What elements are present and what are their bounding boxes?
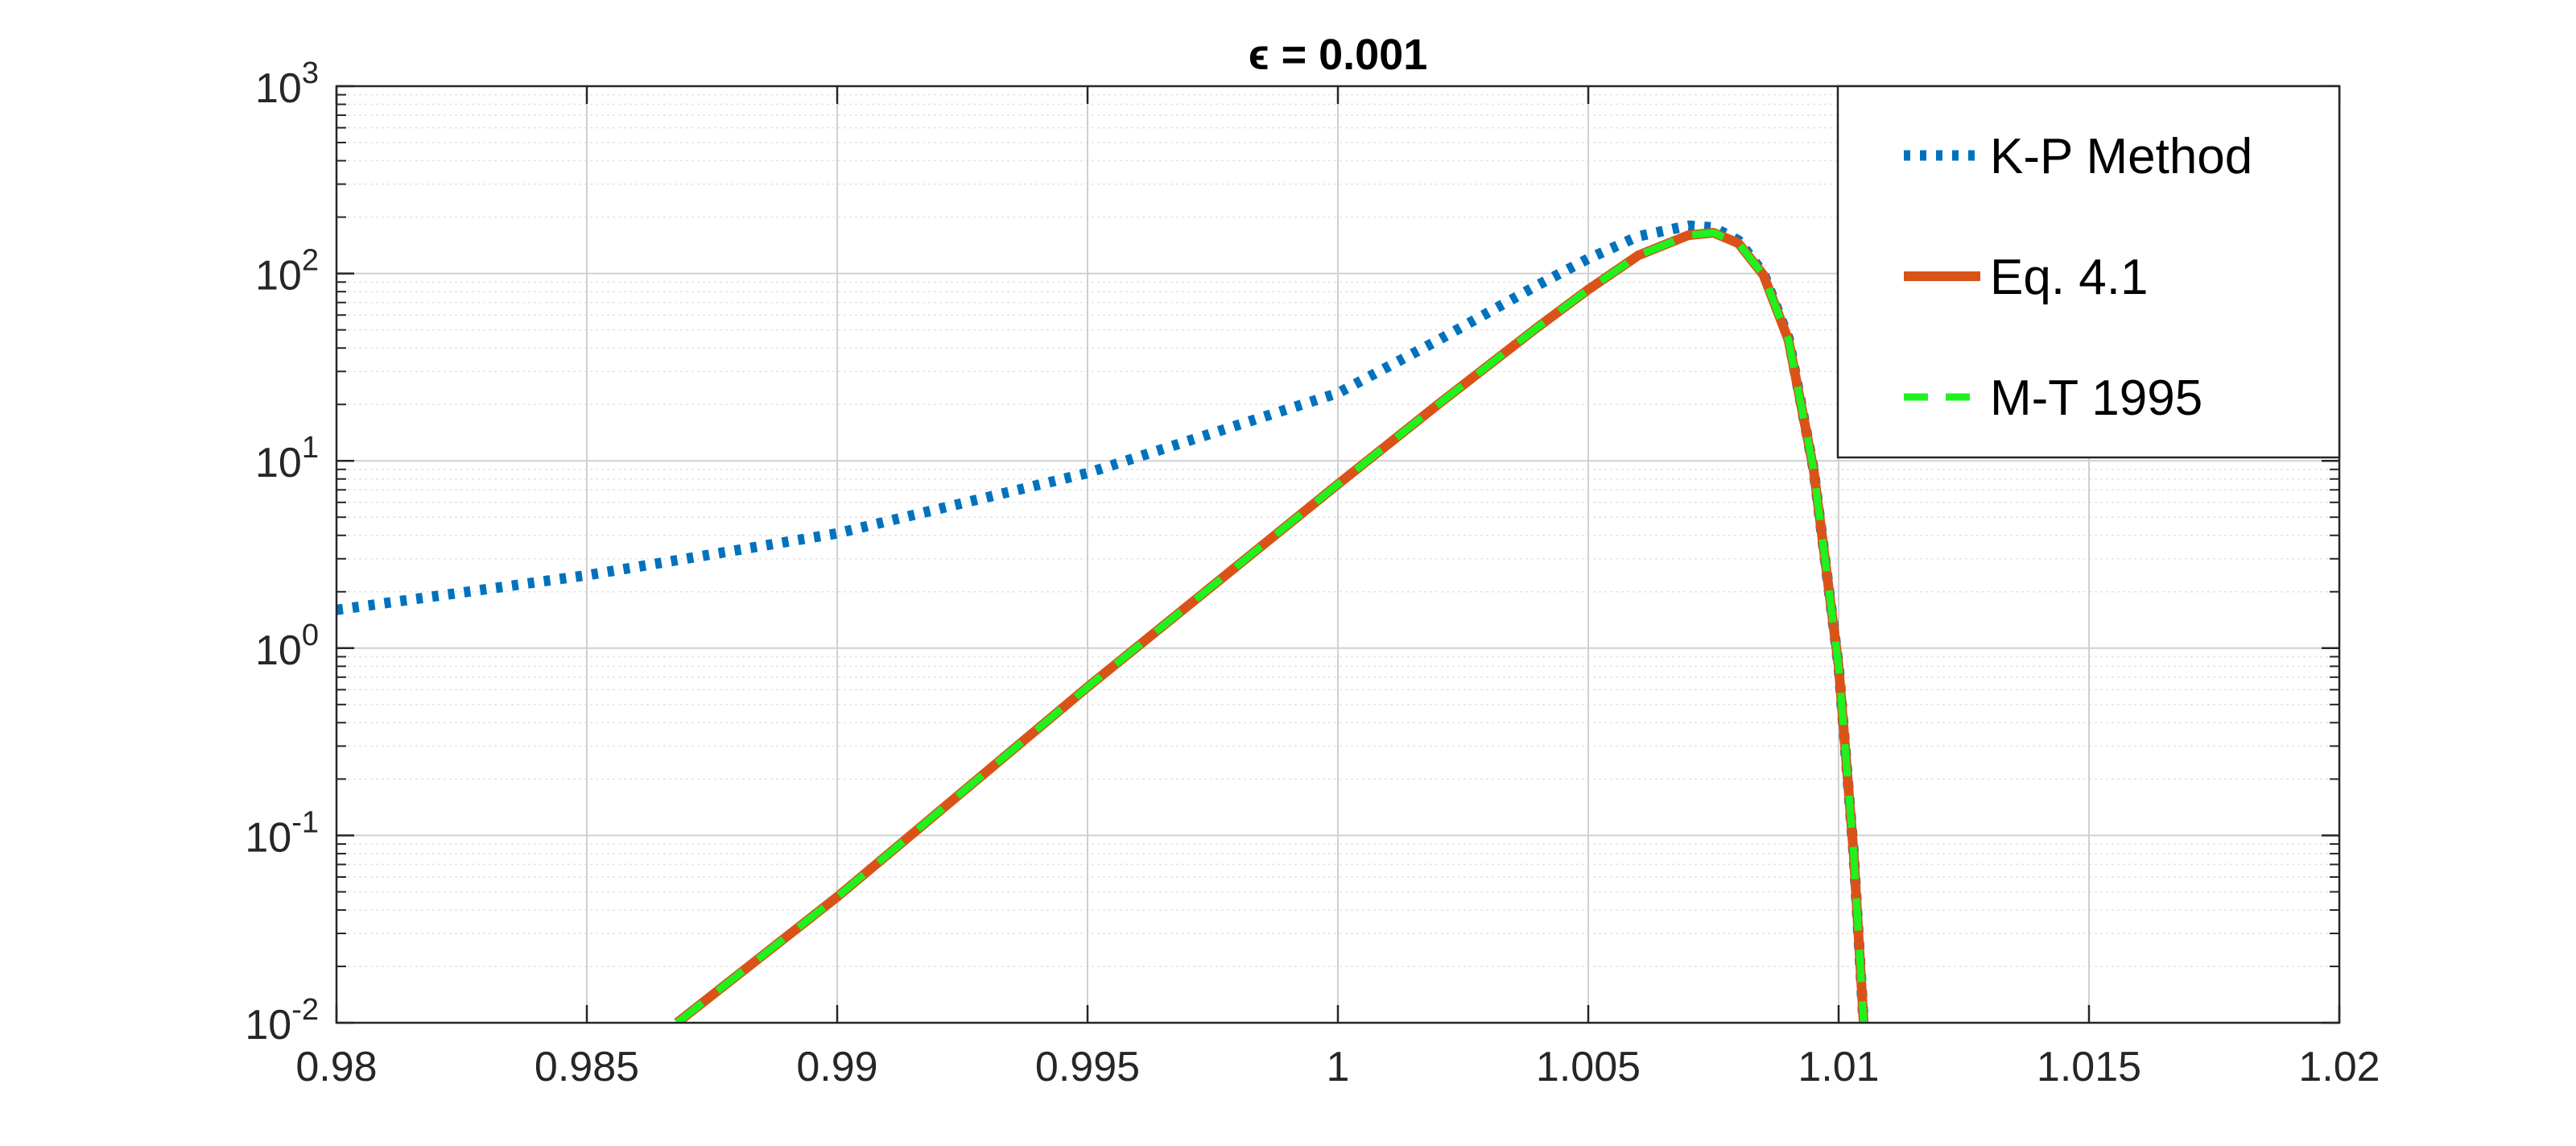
series-line-m-t-1995 — [675, 229, 1868, 1023]
x-tick-label: 0.995 — [1035, 1044, 1140, 1090]
x-tick-label: 0.98 — [295, 1044, 377, 1090]
y-tick-label: 10-1 — [245, 805, 319, 861]
y-tick-label: 100 — [255, 619, 319, 674]
y-tick-labels: 10-2 10-1 100 101 102 103 — [245, 56, 319, 1049]
legend: K-P Method Eq. 4.1 M-T 1995 — [1836, 85, 2341, 459]
legend-label: M-T 1995 — [1990, 370, 2202, 426]
x-tick-label: 0.985 — [535, 1044, 639, 1090]
chart-title: ϵ = 0.001 — [1249, 31, 1428, 79]
y-tick-label: 102 — [255, 244, 319, 300]
y-tick-label: 10-2 — [245, 993, 319, 1049]
y-tick-label: 101 — [255, 431, 319, 486]
x-tick-label: 0.99 — [796, 1044, 877, 1090]
x-tick-labels: 0.98 0.985 0.99 0.995 1 1.005 1.01 1.015 1.02 — [295, 1044, 2380, 1090]
x-tick-label: 1.015 — [2037, 1044, 2141, 1090]
series-layer — [336, 220, 1869, 1023]
x-tick-label: 1.01 — [1798, 1044, 1879, 1090]
legend-label: Eq. 4.1 — [1990, 250, 2148, 305]
x-tick-label: 1.005 — [1536, 1044, 1641, 1090]
legend-label: K-P Method — [1990, 129, 2252, 184]
x-tick-label: 1 — [1327, 1044, 1350, 1090]
y-tick-label: 103 — [255, 56, 319, 112]
series-line-k-p-method — [336, 220, 1869, 1023]
x-tick-label: 1.02 — [2298, 1044, 2380, 1090]
series-line-eq-4-1 — [674, 228, 1869, 1023]
